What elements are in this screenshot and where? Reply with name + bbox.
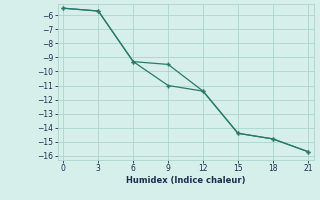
X-axis label: Humidex (Indice chaleur): Humidex (Indice chaleur): [126, 176, 245, 185]
